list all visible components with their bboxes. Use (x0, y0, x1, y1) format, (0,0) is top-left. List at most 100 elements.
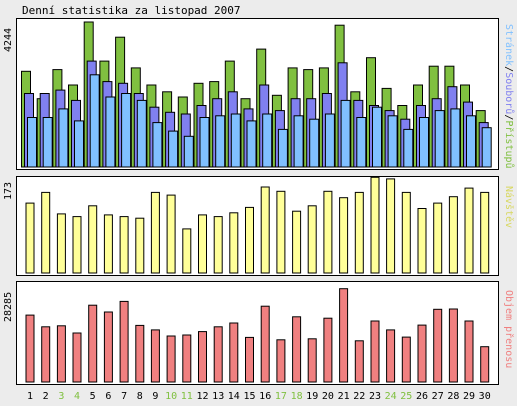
bar-pages-day-7 (121, 93, 132, 168)
bar-visits-day-17 (276, 190, 286, 274)
x-tick-label-day-21: 21 (338, 391, 350, 402)
x-tick-label-day-9: 9 (152, 391, 158, 402)
bar-visits-day-21 (339, 197, 349, 274)
bar-visits-day-1 (25, 202, 35, 274)
legend-kbytes: Objem přenosu (503, 290, 514, 369)
bar-kbytes-day-28 (448, 308, 458, 383)
x-tick-label-day-23: 23 (369, 391, 381, 402)
bar-pages-day-11 (183, 135, 194, 168)
bar-kbytes-day-23 (370, 320, 380, 383)
bar-visits-day-30 (480, 191, 490, 274)
x-tick-label-day-7: 7 (121, 391, 127, 402)
x-tick-label-day-8: 8 (137, 391, 143, 402)
bar-kbytes-day-3 (56, 325, 66, 383)
bar-kbytes-day-17 (276, 339, 286, 383)
bar-kbytes-day-29 (464, 320, 474, 383)
x-tick-label-day-11: 11 (181, 391, 193, 402)
x-tick-label-day-16: 16 (259, 391, 271, 402)
bar-pages-day-18 (293, 115, 304, 168)
bar-kbytes-day-7 (119, 300, 129, 383)
bar-pages-day-5 (89, 74, 100, 168)
bar-visits-day-14 (229, 212, 239, 274)
bar-visits-day-10 (166, 194, 176, 274)
x-tick-label-day-25: 25 (400, 391, 412, 402)
x-tick-label-day-15: 15 (243, 391, 255, 402)
hits-files-pages-chart (21, 21, 492, 168)
bar-kbytes-day-24 (386, 329, 396, 383)
bar-pages-day-19 (309, 118, 320, 168)
bar-kbytes-day-6 (103, 311, 113, 383)
x-tick-label-day-17: 17 (275, 391, 287, 402)
legend-hits: Přístupů (503, 120, 514, 169)
bar-visits-day-11 (182, 228, 192, 274)
bar-visits-day-9 (150, 191, 160, 274)
bar-visits-day-4 (72, 216, 82, 274)
x-tick-label-day-13: 13 (212, 391, 224, 402)
bar-kbytes-day-13 (213, 326, 223, 383)
bar-pages-day-27 (434, 110, 445, 168)
bar-pages-day-25 (403, 128, 414, 168)
legend-files: Souborů (503, 72, 514, 115)
bar-kbytes-day-16 (260, 305, 270, 383)
bar-pages-day-3 (58, 108, 69, 168)
x-tick-label-day-5: 5 (90, 391, 96, 402)
bar-visits-day-25 (401, 191, 411, 274)
bar-pages-day-20 (324, 113, 335, 168)
bar-pages-day-28 (450, 108, 461, 168)
bar-pages-day-30 (481, 127, 492, 168)
bar-kbytes-day-20 (323, 317, 333, 383)
x-tick-label-day-6: 6 (105, 391, 111, 402)
bar-kbytes-day-27 (433, 308, 443, 383)
panel2-ymax-label: 173 (3, 181, 14, 200)
bar-visits-day-8 (135, 217, 145, 274)
bar-pages-day-10 (168, 130, 179, 168)
bar-visits-day-13 (213, 216, 223, 274)
x-tick-label-day-24: 24 (385, 391, 397, 402)
bar-kbytes-day-11 (182, 334, 192, 383)
panel3-legend: Objem přenosu (503, 290, 514, 368)
x-tick-label-day-22: 22 (353, 391, 365, 402)
bar-visits-day-27 (433, 202, 443, 274)
bar-kbytes-day-18 (292, 316, 302, 383)
bar-pages-day-24 (387, 115, 398, 168)
kbytes-chart (25, 288, 490, 383)
bar-pages-day-22 (356, 117, 367, 168)
bar-kbytes-day-10 (166, 335, 176, 383)
bar-pages-day-1 (27, 117, 37, 168)
legend-visits: Návštěv (503, 186, 514, 229)
bar-pages-day-26 (419, 117, 429, 168)
bar-visits-day-3 (56, 213, 66, 274)
bar-kbytes-day-5 (88, 304, 98, 383)
bar-kbytes-day-15 (245, 336, 254, 383)
panel2-legend: Návštěv (503, 186, 514, 228)
bar-kbytes-day-21 (339, 288, 349, 383)
bar-kbytes-day-25 (401, 336, 411, 383)
x-tick-label-day-14: 14 (228, 391, 240, 402)
bar-kbytes-day-1 (25, 314, 35, 383)
x-tick-label-day-2: 2 (43, 391, 49, 402)
bar-pages-day-15 (246, 120, 257, 168)
x-tick-label-day-30: 30 (479, 391, 491, 402)
bar-pages-day-9 (152, 122, 163, 168)
visits-chart (25, 176, 490, 274)
bar-kbytes-day-19 (307, 338, 317, 383)
bar-visits-day-20 (323, 190, 333, 274)
x-tick-label-day-4: 4 (74, 391, 80, 402)
bar-visits-day-6 (103, 214, 113, 274)
bar-kbytes-day-2 (41, 326, 51, 383)
bar-visits-day-29 (464, 187, 474, 274)
bar-pages-day-6 (105, 96, 116, 168)
bar-pages-day-13 (215, 115, 226, 168)
kbytes-panel (16, 281, 499, 385)
bar-pages-day-12 (199, 117, 210, 168)
bar-kbytes-day-14 (229, 322, 239, 383)
x-tick-label-day-12: 12 (196, 391, 208, 402)
x-tick-label-day-19: 19 (306, 391, 318, 402)
panel1-ymax-label: 4244 (3, 27, 14, 52)
bar-pages-day-16 (262, 113, 273, 168)
bar-visits-day-16 (260, 186, 270, 274)
legend-pages: Stránek (503, 24, 514, 67)
bar-visits-day-12 (198, 214, 207, 274)
bar-visits-day-18 (292, 210, 302, 274)
bar-kbytes-day-22 (354, 340, 364, 383)
